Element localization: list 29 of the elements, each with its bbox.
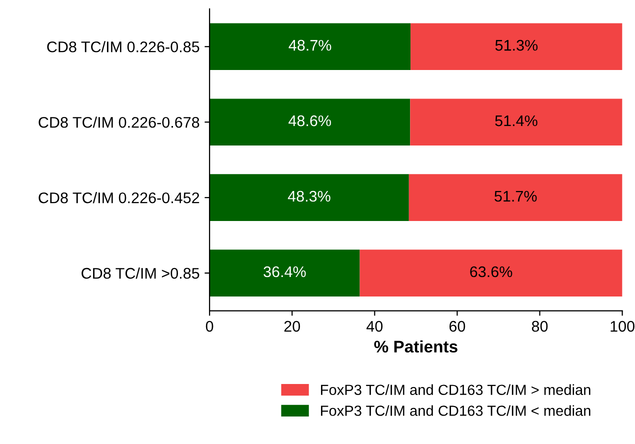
bar — [210, 23, 411, 70]
y-tick-label: CD8 TC/IM 0.226-0.452 — [38, 192, 200, 204]
bar — [210, 250, 360, 296]
x-tick-label: 20 — [284, 320, 300, 332]
y-tick-label: CD8 TC/IM 0.226-0.85 — [47, 41, 200, 52]
data-label: 48.7% — [288, 40, 332, 51]
x-axis-title: % Patients — [374, 340, 458, 353]
data-label: 63.6% — [470, 266, 512, 278]
bar — [210, 174, 409, 221]
data-label: 36.4% — [264, 266, 306, 278]
bar — [210, 98, 410, 146]
bar — [360, 250, 622, 296]
y-tick-label: CD8 TC/IM 0.226-0.678 — [38, 116, 200, 128]
bar — [410, 23, 622, 70]
x-tick-label: 40 — [366, 320, 383, 332]
x-tick-label: 100 — [610, 320, 634, 332]
data-label: 48.6% — [288, 115, 331, 126]
x-tick-label: 0 — [206, 320, 214, 332]
legend-label: FoxP3 TC/IM and CD163 TC/IM > median — [321, 384, 590, 396]
data-label: 51.4% — [495, 115, 538, 126]
x-tick-label: 80 — [532, 320, 548, 332]
data-label: 51.7% — [494, 190, 537, 202]
data-label: 48.3% — [288, 190, 330, 202]
x-tick-label: 60 — [449, 320, 466, 332]
bar — [410, 98, 622, 146]
bar — [408, 174, 622, 221]
y-tick-label: CD8 TC/IM >0.85 — [82, 268, 200, 279]
data-label: 51.3% — [495, 40, 538, 51]
legend-label: FoxP3 TC/IM and CD163 TC/IM < median — [321, 405, 590, 416]
